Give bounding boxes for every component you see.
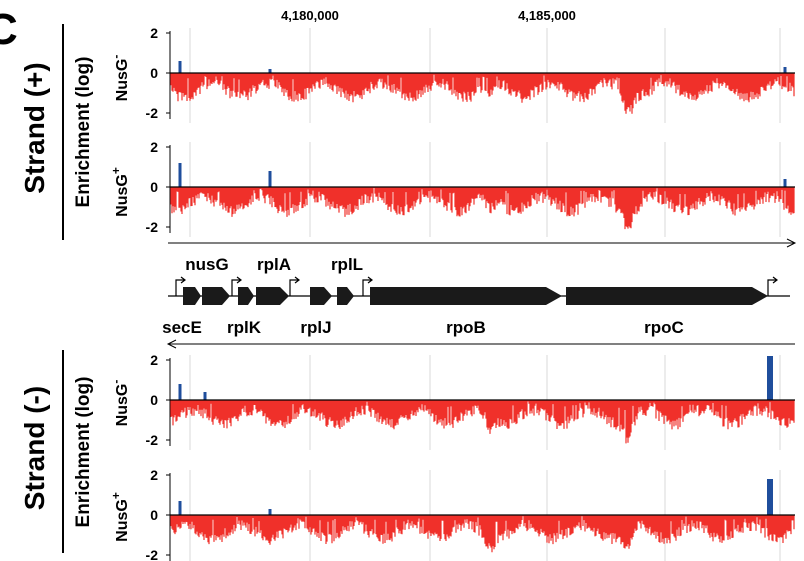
track-strand-minus-nusg-minus: 2 0 -2 [146, 352, 795, 450]
promoter-arrow [362, 276, 373, 296]
positive-enrichment-peak [178, 163, 182, 187]
gene-secE [183, 287, 201, 305]
y-tick-label: 2 [150, 139, 158, 155]
y-tick-label: 2 [150, 25, 158, 41]
positive-enrichment-peak [767, 479, 773, 515]
strand-plus-ylabel: Enrichment (log) [73, 57, 94, 208]
track-label-plus-nusg-plus: NusG+ [109, 167, 131, 217]
gene-label-secE: secE [162, 318, 202, 337]
y-tick-label: 0 [150, 65, 158, 81]
positive-enrichment-peak [268, 509, 272, 515]
strand-minus-label: Strand (-) [19, 386, 50, 510]
positive-enrichment-peak [268, 171, 272, 187]
y-tick-label: -2 [146, 432, 159, 448]
promoter-arrow [289, 276, 300, 296]
y-tick-label: 0 [150, 392, 158, 408]
y-tick-label: 2 [150, 352, 158, 368]
negative-enrichment-signal [170, 187, 795, 230]
gene-label-rplJ: rplJ [300, 318, 331, 337]
positive-enrichment-peak [203, 392, 207, 400]
gene-label-rpoC: rpoC [644, 318, 684, 337]
track-label-minus-nusg-plus: NusG+ [109, 492, 131, 542]
gene-label-nusG: nusG [185, 255, 228, 274]
gene-label-rplK: rplK [227, 318, 262, 337]
track-label-plus-nusg-minus: NusG- [109, 55, 131, 102]
positive-enrichment-peak [783, 67, 787, 73]
coordinate-label-right: 4,185,000 [518, 8, 576, 23]
strand-minus-ylabel: Enrichment (log) [73, 377, 94, 528]
track-label-minus-nusg-minus: NusG- [109, 380, 131, 427]
gene-rplJ [310, 287, 332, 305]
gene-rpoC [566, 287, 768, 305]
positive-enrichment-peak [178, 501, 182, 515]
gene-label-rpoB: rpoB [446, 318, 486, 337]
gene-rpoB [370, 287, 562, 305]
positive-enrichment-peak [178, 384, 182, 400]
panel-letter: C [0, 5, 18, 54]
gene-rplK [238, 287, 254, 305]
y-tick-label: -2 [146, 105, 159, 121]
positive-enrichment-peak [783, 179, 787, 187]
track-strand-minus-nusg-plus: 2 0 -2 [146, 467, 795, 561]
gene-map: nusG rplA rplL secE rplK rplJ rpoB rpoC [162, 255, 790, 337]
gene-rplA [256, 287, 289, 305]
negative-enrichment-signal [170, 515, 795, 553]
track-strand-plus-nusg-plus: 2 0 -2 [146, 139, 795, 237]
promoter-arrow [175, 276, 186, 296]
promoter-arrow [767, 276, 778, 296]
negative-enrichment-signal [170, 73, 795, 114]
gene-rplL [337, 287, 354, 305]
y-tick-label: -2 [146, 547, 159, 561]
y-tick-label: 2 [150, 467, 158, 483]
coordinate-label-left: 4,180,000 [281, 8, 339, 23]
track-strand-plus-nusg-minus: 2 0 -2 [146, 25, 795, 123]
y-tick-label: 0 [150, 179, 158, 195]
positive-enrichment-peak [268, 69, 272, 73]
y-tick-label: 0 [150, 507, 158, 523]
gene-label-rplA: rplA [257, 255, 291, 274]
negative-enrichment-signal [170, 400, 795, 444]
positive-enrichment-peak [767, 356, 773, 400]
positive-enrichment-peak [178, 61, 182, 73]
minus-strand-direction-arrow [166, 339, 795, 349]
promoter-arrow [231, 276, 242, 296]
y-tick-label: -2 [146, 219, 159, 235]
strand-plus-label: Strand (+) [19, 62, 50, 193]
gene-nusG [202, 287, 230, 305]
plus-strand-direction-arrow [168, 238, 797, 248]
gene-label-rplL: rplL [331, 255, 363, 274]
